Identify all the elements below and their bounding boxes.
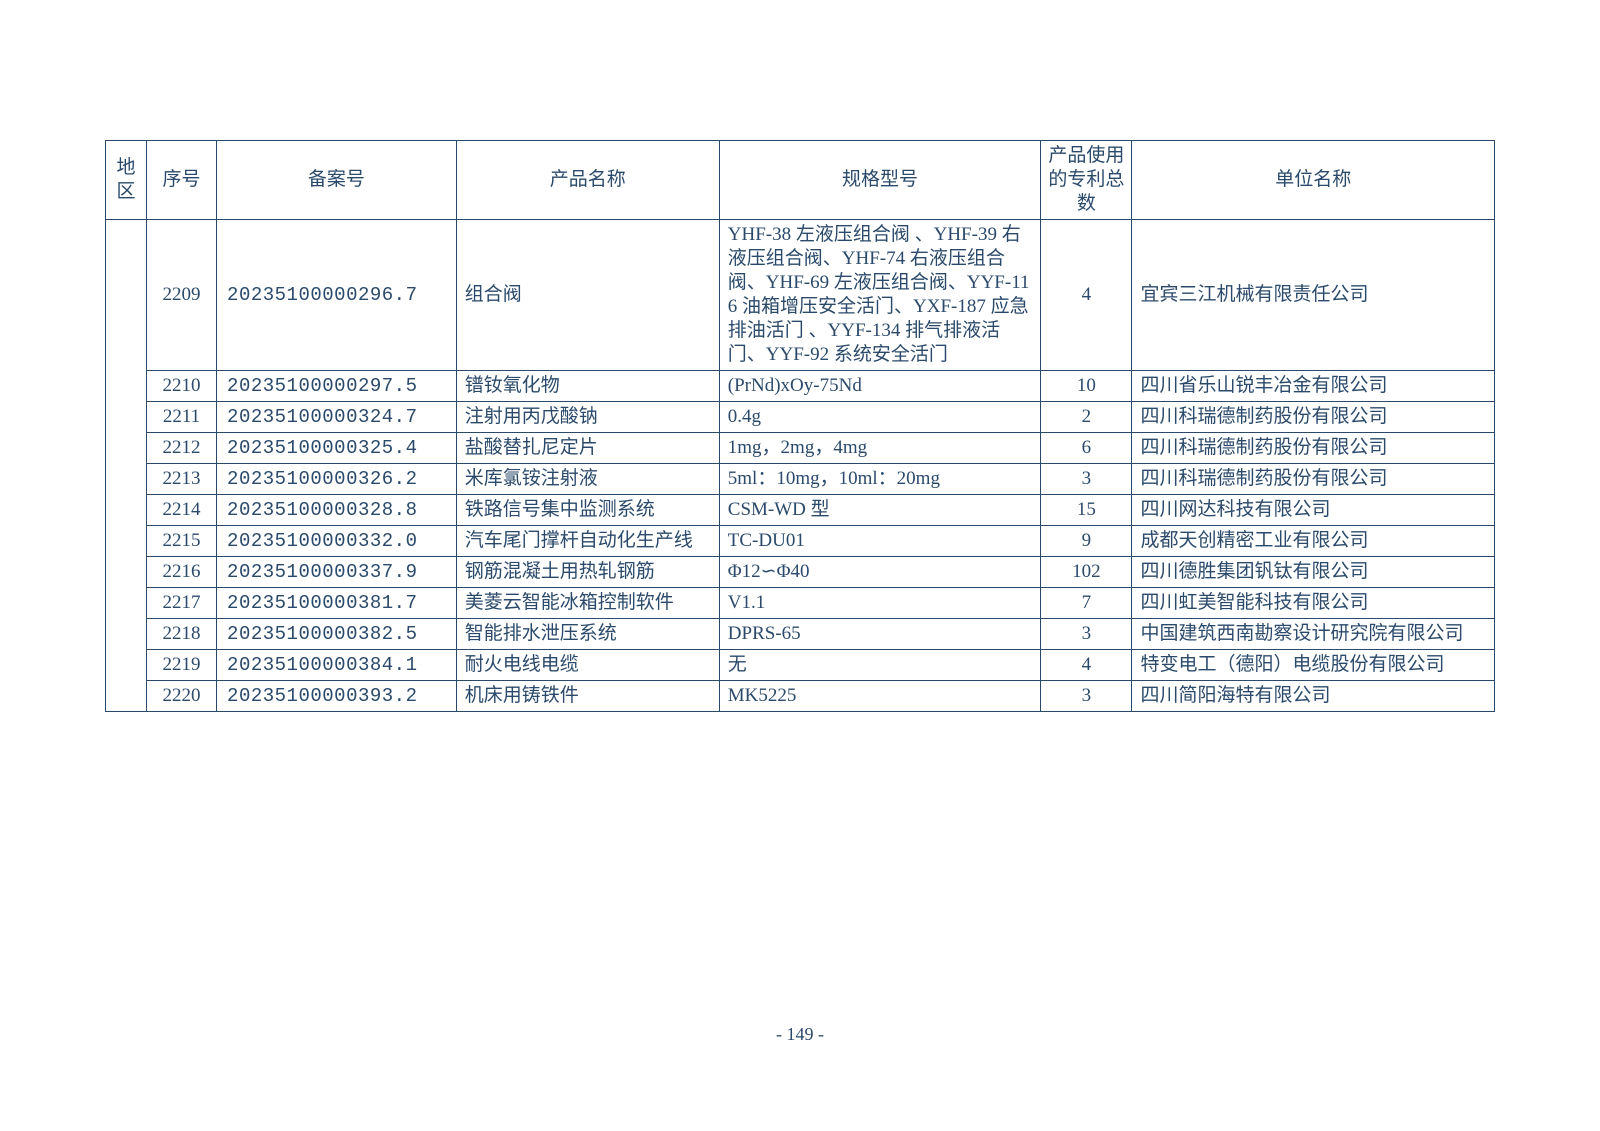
cell-filing: 20235100000384.1 xyxy=(217,650,457,681)
cell-seq: 2210 xyxy=(146,371,216,402)
cell-company: 四川科瑞德制药股份有限公司 xyxy=(1132,433,1495,464)
cell-company: 宜宾三江机械有限责任公司 xyxy=(1132,220,1495,371)
cell-spec: DPRS-65 xyxy=(719,619,1041,650)
cell-patent: 3 xyxy=(1041,681,1132,712)
cell-company: 特变电工（德阳）电缆股份有限公司 xyxy=(1132,650,1495,681)
table-row: 221220235100000325.4盐酸替扎尼定片1mg，2mg，4mg6四… xyxy=(106,433,1495,464)
cell-company: 四川德胜集团钒钛有限公司 xyxy=(1132,557,1495,588)
cell-seq: 2216 xyxy=(146,557,216,588)
cell-product: 组合阀 xyxy=(456,220,719,371)
cell-product: 米库氯铵注射液 xyxy=(456,464,719,495)
cell-product: 机床用铸铁件 xyxy=(456,681,719,712)
cell-filing: 20235100000328.8 xyxy=(217,495,457,526)
cell-spec: MK5225 xyxy=(719,681,1041,712)
table-row: 221720235100000381.7美菱云智能冰箱控制软件V1.17四川虹美… xyxy=(106,588,1495,619)
cell-spec: CSM-WD 型 xyxy=(719,495,1041,526)
table-row: 221120235100000324.7注射用丙戊酸钠0.4g2四川科瑞德制药股… xyxy=(106,402,1495,433)
cell-product: 美菱云智能冰箱控制软件 xyxy=(456,588,719,619)
cell-spec: 5ml：10mg，10ml：20mg xyxy=(719,464,1041,495)
cell-patent: 3 xyxy=(1041,464,1132,495)
cell-spec: 0.4g xyxy=(719,402,1041,433)
cell-spec: V1.1 xyxy=(719,588,1041,619)
cell-patent: 10 xyxy=(1041,371,1132,402)
cell-filing: 20235100000325.4 xyxy=(217,433,457,464)
cell-seq: 2209 xyxy=(146,220,216,371)
cell-seq: 2219 xyxy=(146,650,216,681)
header-product: 产品名称 xyxy=(456,141,719,220)
cell-company: 中国建筑西南勘察设计研究院有限公司 xyxy=(1132,619,1495,650)
cell-product: 耐火电线电缆 xyxy=(456,650,719,681)
cell-company: 四川科瑞德制药股份有限公司 xyxy=(1132,402,1495,433)
header-spec: 规格型号 xyxy=(719,141,1041,220)
cell-filing: 20235100000382.5 xyxy=(217,619,457,650)
cell-patent: 6 xyxy=(1041,433,1132,464)
header-filing: 备案号 xyxy=(217,141,457,220)
cell-patent: 2 xyxy=(1041,402,1132,433)
cell-filing: 20235100000381.7 xyxy=(217,588,457,619)
cell-filing: 20235100000324.7 xyxy=(217,402,457,433)
cell-filing: 20235100000337.9 xyxy=(217,557,457,588)
cell-patent: 4 xyxy=(1041,220,1132,371)
cell-region xyxy=(106,220,147,712)
cell-product: 铁路信号集中监测系统 xyxy=(456,495,719,526)
cell-product: 智能排水泄压系统 xyxy=(456,619,719,650)
cell-patent: 102 xyxy=(1041,557,1132,588)
cell-patent: 7 xyxy=(1041,588,1132,619)
page-number: - 149 - xyxy=(0,1024,1600,1045)
table-row: 221420235100000328.8铁路信号集中监测系统CSM-WD 型15… xyxy=(106,495,1495,526)
cell-seq: 2212 xyxy=(146,433,216,464)
cell-product: 注射用丙戊酸钠 xyxy=(456,402,719,433)
table-row: 221520235100000332.0汽车尾门撑杆自动化生产线TC-DU019… xyxy=(106,526,1495,557)
cell-company: 四川科瑞德制药股份有限公司 xyxy=(1132,464,1495,495)
table-row: 221320235100000326.2米库氯铵注射液5ml：10mg，10ml… xyxy=(106,464,1495,495)
cell-patent: 3 xyxy=(1041,619,1132,650)
header-region: 地区 xyxy=(106,141,147,220)
cell-seq: 2213 xyxy=(146,464,216,495)
cell-seq: 2217 xyxy=(146,588,216,619)
cell-patent: 15 xyxy=(1041,495,1132,526)
cell-company: 四川省乐山锐丰冶金有限公司 xyxy=(1132,371,1495,402)
table-row: 220920235100000296.7组合阀YHF-38 左液压组合阀 、YH… xyxy=(106,220,1495,371)
cell-filing: 20235100000297.5 xyxy=(217,371,457,402)
cell-spec: (PrNd)xOy-75Nd xyxy=(719,371,1041,402)
table-row: 221020235100000297.5镨钕氧化物(PrNd)xOy-75Nd1… xyxy=(106,371,1495,402)
cell-filing: 20235100000332.0 xyxy=(217,526,457,557)
table-body: 220920235100000296.7组合阀YHF-38 左液压组合阀 、YH… xyxy=(106,220,1495,712)
cell-spec: 1mg，2mg，4mg xyxy=(719,433,1041,464)
cell-company: 四川虹美智能科技有限公司 xyxy=(1132,588,1495,619)
cell-spec: YHF-38 左液压组合阀 、YHF-39 右液压组合阀、YHF-74 右液压组… xyxy=(719,220,1041,371)
cell-spec: Φ12∽Φ40 xyxy=(719,557,1041,588)
cell-filing: 20235100000296.7 xyxy=(217,220,457,371)
header-patent: 产品使用的专利总数 xyxy=(1041,141,1132,220)
cell-patent: 4 xyxy=(1041,650,1132,681)
table-row: 221920235100000384.1耐火电线电缆无4特变电工（德阳）电缆股份… xyxy=(106,650,1495,681)
cell-patent: 9 xyxy=(1041,526,1132,557)
cell-seq: 2211 xyxy=(146,402,216,433)
cell-seq: 2215 xyxy=(146,526,216,557)
cell-product: 汽车尾门撑杆自动化生产线 xyxy=(456,526,719,557)
cell-filing: 20235100000393.2 xyxy=(217,681,457,712)
table-row: 221820235100000382.5智能排水泄压系统DPRS-653中国建筑… xyxy=(106,619,1495,650)
cell-product: 镨钕氧化物 xyxy=(456,371,719,402)
header-company: 单位名称 xyxy=(1132,141,1495,220)
data-table: 地区 序号 备案号 产品名称 规格型号 产品使用的专利总数 单位名称 22092… xyxy=(105,140,1495,712)
cell-product: 钢筋混凝土用热轧钢筋 xyxy=(456,557,719,588)
cell-seq: 2218 xyxy=(146,619,216,650)
table-row: 222020235100000393.2机床用铸铁件MK52253四川简阳海特有… xyxy=(106,681,1495,712)
cell-product: 盐酸替扎尼定片 xyxy=(456,433,719,464)
header-row: 地区 序号 备案号 产品名称 规格型号 产品使用的专利总数 单位名称 xyxy=(106,141,1495,220)
table-row: 221620235100000337.9钢筋混凝土用热轧钢筋Φ12∽Φ40102… xyxy=(106,557,1495,588)
header-seq: 序号 xyxy=(146,141,216,220)
cell-company: 四川简阳海特有限公司 xyxy=(1132,681,1495,712)
cell-filing: 20235100000326.2 xyxy=(217,464,457,495)
cell-seq: 2220 xyxy=(146,681,216,712)
cell-seq: 2214 xyxy=(146,495,216,526)
cell-company: 成都天创精密工业有限公司 xyxy=(1132,526,1495,557)
cell-spec: TC-DU01 xyxy=(719,526,1041,557)
cell-company: 四川网达科技有限公司 xyxy=(1132,495,1495,526)
cell-spec: 无 xyxy=(719,650,1041,681)
